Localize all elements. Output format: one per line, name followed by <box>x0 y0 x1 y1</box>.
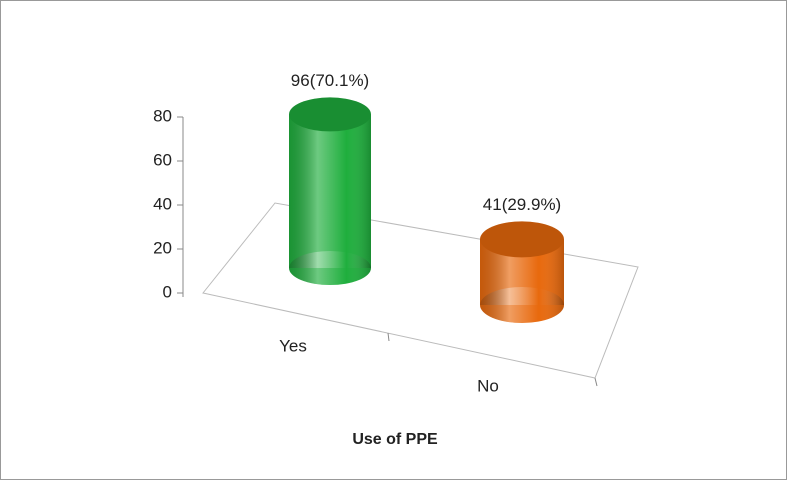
y-tick-label: 80 <box>153 106 172 125</box>
data-label: 96(70.1%) <box>291 71 369 90</box>
y-tick-label: 0 <box>163 282 172 301</box>
y-tick-label: 40 <box>153 194 172 213</box>
y-tick-label: 20 <box>153 238 172 257</box>
cylinder-shade <box>289 114 371 269</box>
x-tick-label: No <box>477 376 499 395</box>
y-tick-label: 60 <box>153 150 172 169</box>
x-axis-title: Use of PPE <box>352 431 438 448</box>
x-tick-label: Yes <box>279 336 307 355</box>
cylinder-top <box>289 97 371 132</box>
cylinder-top-shade <box>480 221 564 258</box>
cylinder-top-shade <box>289 97 371 132</box>
data-label: 41(29.9%) <box>483 195 561 214</box>
floor-tick <box>387 332 390 342</box>
cylinder-top <box>480 221 564 258</box>
floor-tick <box>594 377 598 387</box>
floor <box>202 202 639 379</box>
